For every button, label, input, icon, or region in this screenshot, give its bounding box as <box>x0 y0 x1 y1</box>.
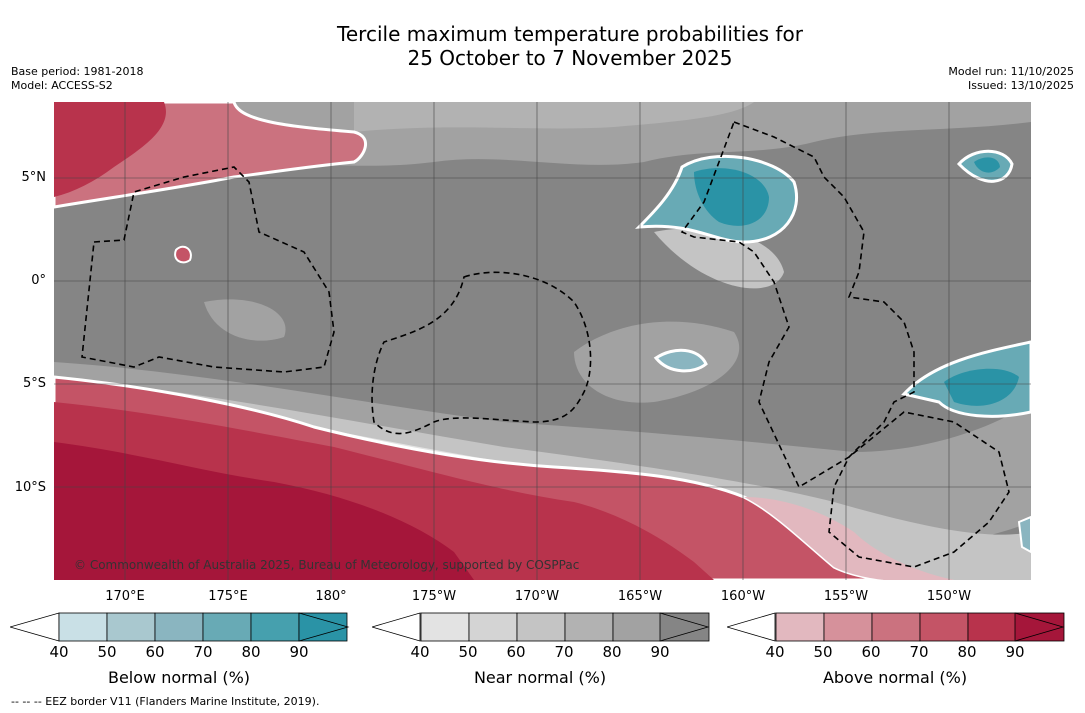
below-normal-core-north-center <box>694 168 769 226</box>
lon-label-160w: 160°W <box>720 589 766 604</box>
lon-label-175e: 175°E <box>208 589 248 604</box>
lon-label-150w: 150°W <box>926 589 972 604</box>
colorbar-below-max-arrow <box>298 612 350 642</box>
colorbar-near-segment <box>420 612 470 642</box>
lon-label-180: 180° <box>315 589 347 604</box>
title-line-2: 25 October to 7 November 2025 <box>407 46 733 70</box>
colorbar-near-segment <box>468 612 518 642</box>
tick-near-90: 90 <box>650 643 670 661</box>
eez-border-kiribati-gilbert <box>81 166 335 373</box>
lon-label-170w: 170°W <box>514 589 560 604</box>
below-normal-core-north-east <box>974 157 1000 173</box>
colorbar-below-title: Below normal (%) <box>107 668 251 687</box>
tick-below-90: 90 <box>289 643 309 661</box>
meta-left: Base period: 1981-2018 Model: ACCESS-S2 <box>11 65 143 93</box>
model-run: Model run: 11/10/2025 <box>948 65 1074 78</box>
tick-above-90: 90 <box>1005 643 1025 661</box>
tick-below-50: 50 <box>97 643 117 661</box>
tick-near-80: 80 <box>602 643 622 661</box>
colorbar-below-segment <box>202 612 252 642</box>
tick-below-60: 60 <box>145 643 165 661</box>
above-normal-darkest-south <box>54 442 474 580</box>
near-normal-light-band-north-2 <box>354 102 754 132</box>
tick-above-40: 40 <box>765 643 785 661</box>
map-title: Tercile maximum temperature probabilitie… <box>0 22 1085 70</box>
issued-date: Issued: 13/10/2025 <box>967 79 1074 92</box>
lon-label-175w: 175°W <box>411 589 457 604</box>
colorbar-near-min-arrow <box>372 612 421 642</box>
tick-below-80: 80 <box>241 643 261 661</box>
above-normal-edge-band <box>744 497 954 580</box>
probability-map <box>54 102 1031 580</box>
colorbar-below-segment <box>106 612 156 642</box>
colorbar-above-title: Above normal (%) <box>822 668 968 687</box>
meta-right: Model run: 11/10/2025 Issued: 13/10/2025 <box>948 65 1074 93</box>
below-normal-core-east-south <box>944 368 1019 406</box>
colorbar-near-normal <box>372 612 710 642</box>
lon-label-155w: 155°W <box>823 589 869 604</box>
eez-footnote: -- -- -- EEZ border V11 (Flanders Marine… <box>11 695 320 708</box>
tick-above-50: 50 <box>813 643 833 661</box>
colorbar-above-segment <box>775 612 825 642</box>
tick-near-60: 60 <box>506 643 526 661</box>
tick-above-80: 80 <box>957 643 977 661</box>
lon-label-170e: 170°E <box>105 589 145 604</box>
above-normal-spot-west <box>174 245 192 264</box>
lat-label-5n: 5°N <box>21 170 47 185</box>
colorbar-above-segment <box>823 612 873 642</box>
colorbar-near-max-arrow <box>659 612 710 642</box>
lat-label-10s: 10°S <box>14 480 46 495</box>
lon-label-165w: 165°W <box>617 589 663 604</box>
colorbar-below-min-arrow <box>10 612 60 642</box>
tick-above-70: 70 <box>909 643 929 661</box>
colorbar-above-normal <box>727 612 1065 642</box>
tick-near-40: 40 <box>410 643 430 661</box>
colorbar-below-segment <box>154 612 204 642</box>
colorbar-above-segment <box>919 612 969 642</box>
near-normal-light-patch-west <box>204 299 286 341</box>
eez-borders <box>81 120 1010 568</box>
colorbar-near-segment <box>516 612 566 642</box>
near-normal-light-zone-center <box>574 321 740 403</box>
tick-above-60: 60 <box>861 643 881 661</box>
above-normal-core-north-west <box>54 102 166 197</box>
colorbar-below-segment <box>58 612 108 642</box>
tick-near-70: 70 <box>554 643 574 661</box>
tick-below-40: 40 <box>49 643 69 661</box>
tick-below-70: 70 <box>193 643 213 661</box>
map-canvas <box>54 102 1031 580</box>
title-line-1: Tercile maximum temperature probabilitie… <box>337 22 803 46</box>
model-name: Model: ACCESS-S2 <box>11 79 113 92</box>
colorbar-below-normal <box>10 612 350 642</box>
eez-border-line-islands <box>680 120 1010 568</box>
colorbar-below-segment <box>250 612 300 642</box>
colorbar-near-title: Near normal (%) <box>473 668 607 687</box>
near-normal-light-patch-center-north <box>654 228 784 289</box>
colorbar-above-min-arrow <box>727 612 776 642</box>
below-normal-spot-far-east <box>1017 515 1031 554</box>
base-period: Base period: 1981-2018 <box>11 65 144 78</box>
colorbar-above-segment <box>967 612 1017 642</box>
lat-label-5s: 5°S <box>22 376 46 391</box>
lat-label-0: 0° <box>31 273 46 288</box>
below-normal-region-center-south <box>653 348 708 373</box>
colorbar-near-segment <box>612 612 662 642</box>
colorbar-near-segment <box>564 612 614 642</box>
colorbar-above-max-arrow <box>1014 612 1065 642</box>
copyright-notice: © Commonwealth of Australia 2025, Bureau… <box>74 558 580 572</box>
colorbar-above-segment <box>871 612 921 642</box>
tick-near-50: 50 <box>458 643 478 661</box>
